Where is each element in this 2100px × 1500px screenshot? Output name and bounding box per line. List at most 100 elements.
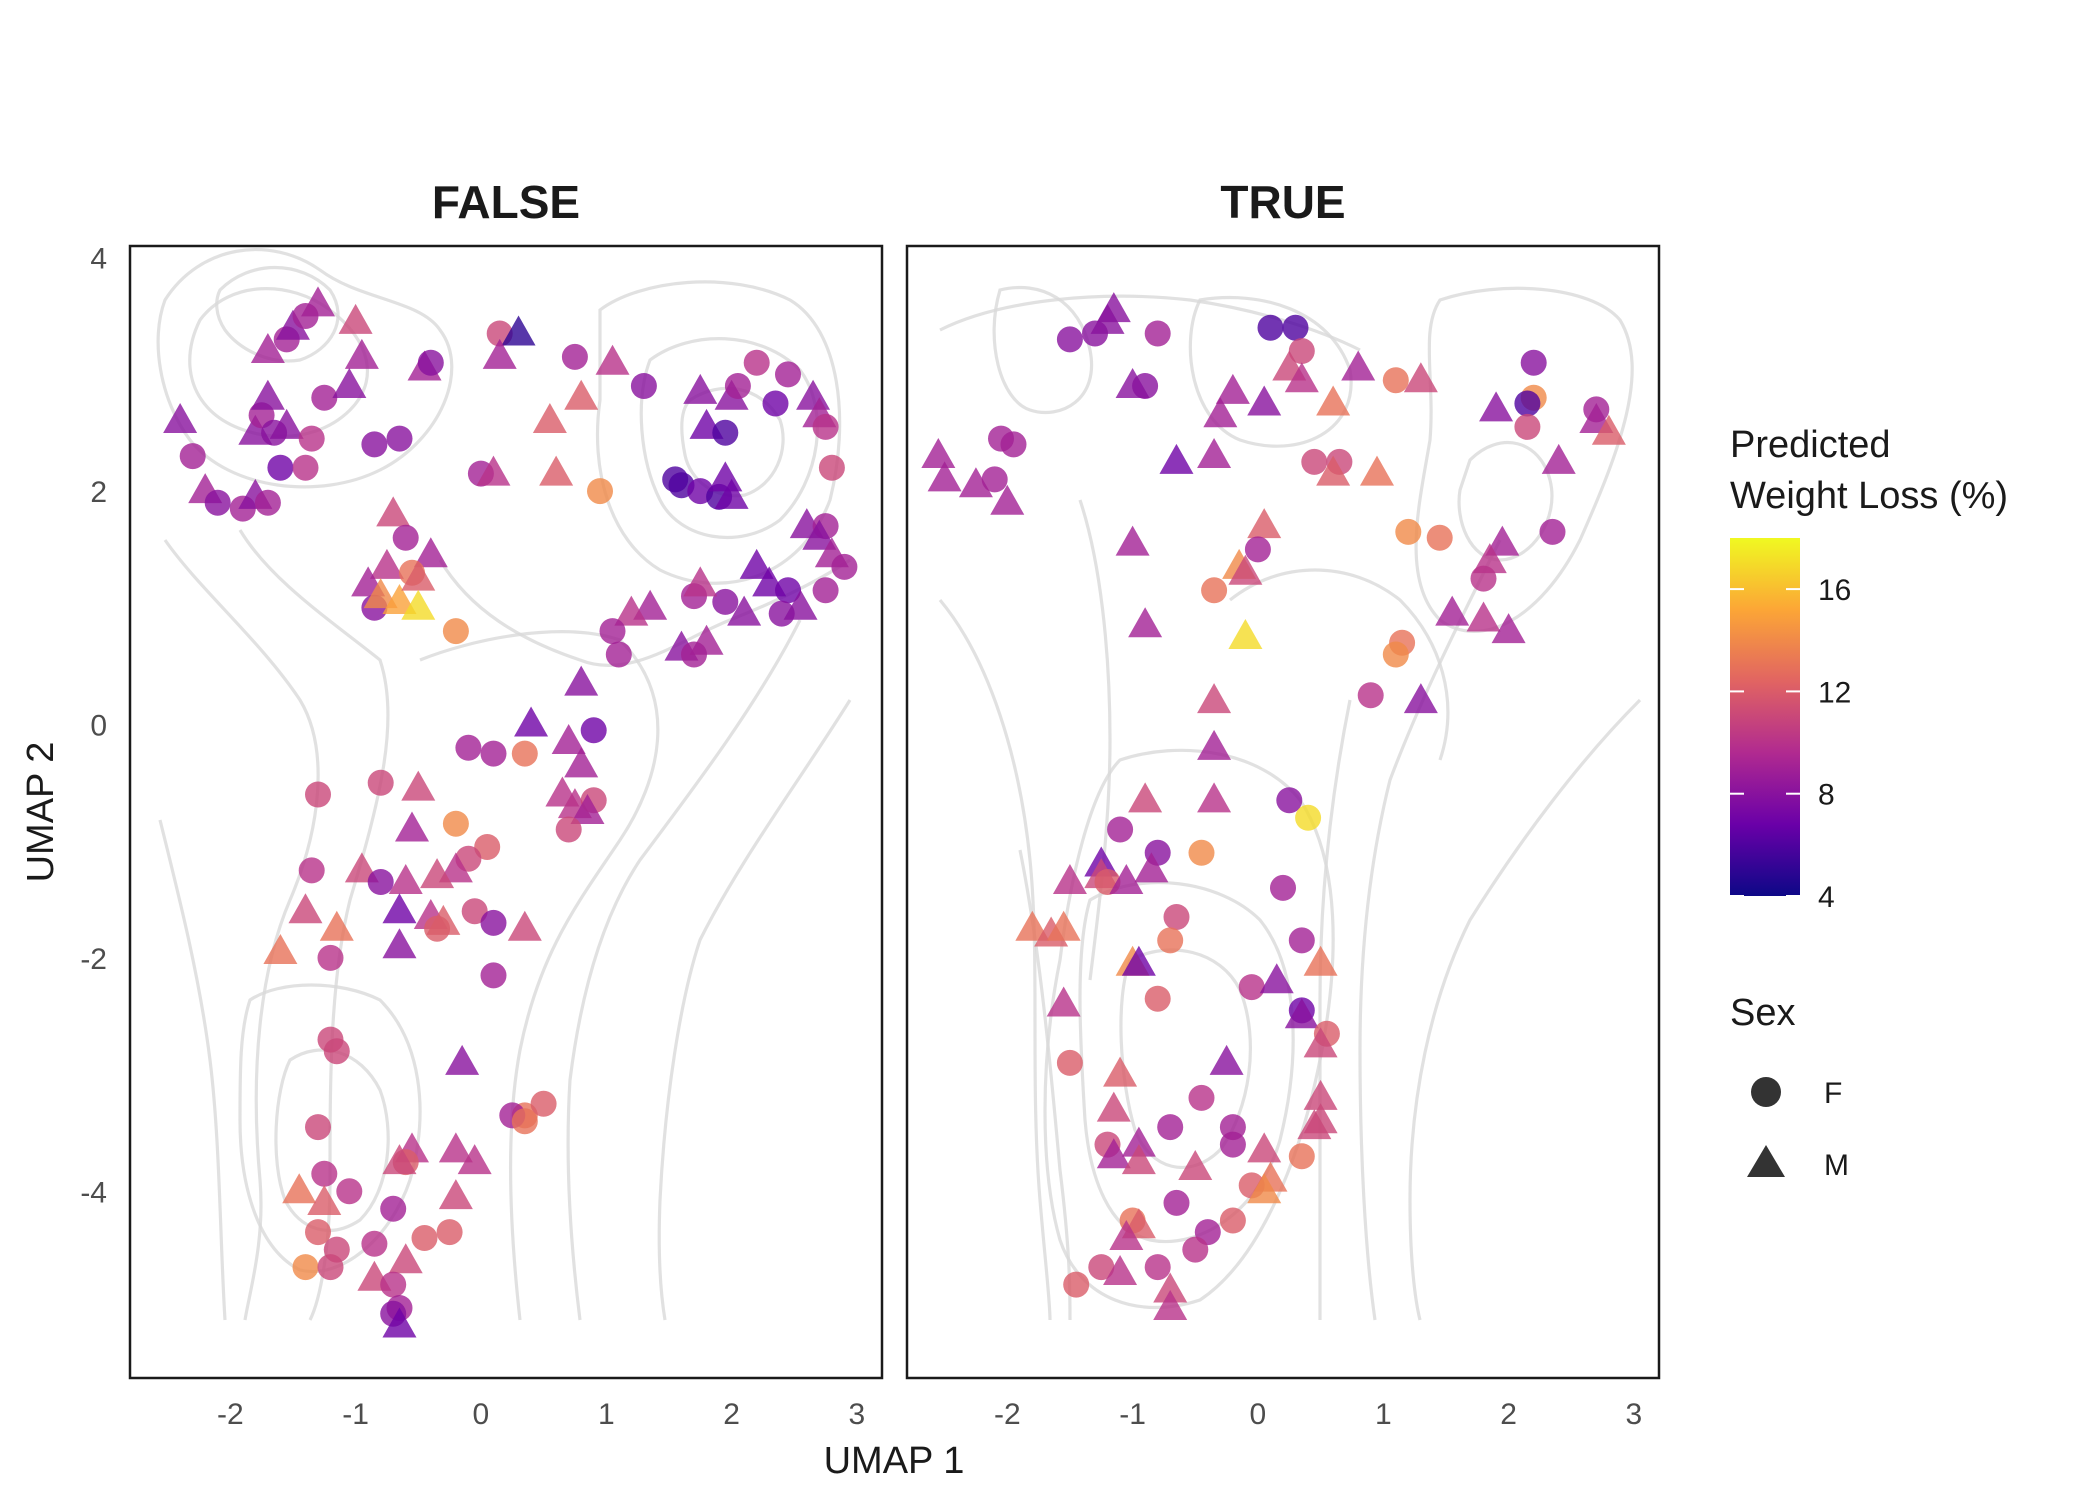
x-tick-label: -1 — [1119, 1398, 1146, 1431]
data-point-female — [311, 384, 338, 411]
data-point-female — [292, 454, 319, 481]
data-point-male — [1247, 1173, 1282, 1204]
shape-legend-title: Sex — [1730, 992, 1795, 1034]
data-point-male — [1259, 963, 1294, 994]
y-tick-label: -2 — [80, 943, 107, 976]
data-point-female — [474, 834, 501, 860]
data-point-male — [1284, 998, 1319, 1029]
x-tick-label: 2 — [1500, 1398, 1517, 1431]
legend-circle-key — [1751, 1077, 1781, 1107]
data-point-female — [311, 1160, 338, 1187]
data-point-female — [1063, 1271, 1090, 1298]
data-point-female — [1395, 518, 1422, 545]
color-legend-title-line2: Weight Loss (%) — [1730, 475, 2008, 517]
data-point-male — [382, 583, 417, 614]
data-point-male — [1109, 864, 1144, 895]
data-point-female — [743, 349, 770, 376]
x-axis-ticks-false: -2 -1 0 1 2 3 — [217, 1398, 865, 1431]
x-tick-label: 0 — [473, 1398, 490, 1431]
data-point-male — [1284, 362, 1319, 393]
data-point-male — [1128, 607, 1163, 638]
data-point-female — [1288, 927, 1315, 954]
x-axis-ticks-true: -2 -1 0 1 2 3 — [994, 1398, 1642, 1431]
data-point-male — [338, 303, 373, 334]
data-point-male — [990, 484, 1025, 515]
data-point-male — [689, 624, 724, 655]
colorbar-tick-label: 16 — [1818, 574, 1851, 607]
data-point-male — [708, 461, 743, 492]
data-point-female — [762, 390, 789, 417]
data-point-male — [614, 595, 649, 626]
data-point-female — [380, 1195, 407, 1222]
x-tick-label: 3 — [1626, 1398, 1643, 1431]
data-point-female — [818, 454, 845, 481]
data-point-male — [457, 1144, 492, 1175]
facet-title-true: TRUE — [1220, 176, 1345, 228]
data-point-male — [1316, 385, 1351, 416]
data-point-male — [1215, 373, 1250, 404]
data-point-male — [438, 1132, 473, 1163]
data-point-female — [305, 1114, 331, 1141]
data-point-male — [1121, 1126, 1156, 1157]
points-true — [921, 292, 1626, 1320]
panel-border-true — [905, 244, 1661, 1380]
data-point-male — [1134, 852, 1169, 883]
y-tick-label: 2 — [90, 476, 107, 509]
data-point-female — [1056, 326, 1083, 353]
data-point-female — [1144, 1254, 1171, 1281]
data-point-male — [382, 1307, 417, 1338]
data-point-female — [361, 1230, 388, 1257]
data-point-female — [411, 1225, 438, 1251]
data-point-male — [1203, 397, 1238, 428]
data-point-female — [1520, 349, 1547, 376]
data-point-female — [305, 781, 331, 808]
data-point-male — [1303, 1027, 1338, 1058]
data-point-male — [1153, 1272, 1188, 1303]
data-point-male — [1197, 729, 1232, 760]
data-point-male — [482, 338, 517, 369]
data-point-female — [1357, 682, 1384, 709]
data-point-male — [401, 560, 436, 591]
data-point-female — [298, 425, 325, 452]
data-point-female — [1219, 1131, 1246, 1158]
x-tick-label: 2 — [723, 1398, 740, 1431]
data-point-female — [1157, 927, 1184, 954]
data-point-male — [683, 373, 718, 404]
data-point-male — [714, 478, 749, 509]
data-point-female — [587, 478, 613, 505]
data-point-male — [275, 309, 310, 340]
data-point-male — [1052, 864, 1087, 895]
data-point-male — [739, 548, 774, 579]
color-legend: Predicted Weight Loss (%) 4 8 12 16 — [1730, 424, 2008, 914]
data-point-male — [1046, 986, 1081, 1017]
legend-label-f: F — [1824, 1077, 1842, 1110]
data-point-male — [1096, 292, 1131, 323]
data-point-male — [1247, 385, 1282, 416]
data-point-male — [683, 566, 718, 597]
panel-true: TRUE -2 -1 0 1 2 3 — [905, 176, 1661, 1431]
data-point-female — [768, 600, 795, 627]
data-point-female — [480, 909, 507, 936]
data-point-male — [438, 1179, 473, 1210]
data-point-male — [413, 537, 448, 568]
data-point-male — [382, 1144, 417, 1175]
data-point-female — [1188, 1084, 1215, 1111]
x-tick-label: 3 — [849, 1398, 866, 1431]
data-point-male — [1360, 455, 1394, 486]
x-tick-label: 1 — [598, 1398, 615, 1431]
data-point-female — [580, 717, 607, 744]
data-point-male — [564, 747, 599, 778]
data-point-female — [305, 1219, 331, 1246]
data-point-male — [344, 338, 379, 369]
data-point-male — [1341, 350, 1376, 381]
data-point-female — [1144, 985, 1171, 1012]
data-point-male — [1046, 910, 1081, 941]
data-point-male — [445, 1044, 480, 1075]
data-point-female — [712, 419, 739, 446]
x-tick-label: 0 — [1250, 1398, 1267, 1431]
data-point-male — [551, 723, 586, 754]
data-point-male — [1479, 391, 1514, 422]
data-point-male — [1209, 1044, 1244, 1075]
panel-border-false — [128, 244, 884, 1380]
data-point-male — [532, 403, 567, 434]
